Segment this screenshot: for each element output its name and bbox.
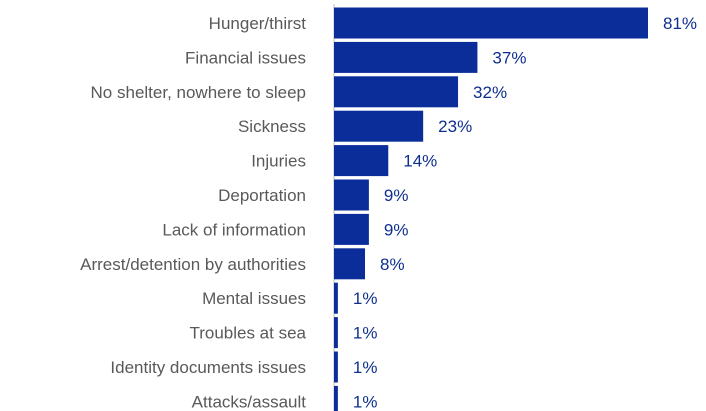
bar	[334, 213, 369, 245]
value-label: 9%	[384, 220, 409, 239]
category-label: Mental issues	[202, 289, 306, 308]
value-label: 14%	[403, 152, 437, 171]
bar	[334, 41, 478, 73]
category-label: Financial issues	[185, 48, 306, 67]
bar	[334, 110, 424, 142]
bar	[334, 317, 338, 349]
bar	[334, 248, 366, 280]
bar-row: Injuries 14%	[251, 145, 437, 177]
category-label: Attacks/assault	[192, 392, 307, 411]
bar	[334, 282, 338, 314]
value-label: 1%	[353, 289, 378, 308]
bar-row: Sickness 23%	[238, 110, 472, 142]
bar-row: Deportation 9%	[218, 179, 409, 211]
bar-row: Financial issues 37%	[185, 41, 526, 73]
value-label: 32%	[473, 83, 507, 102]
bar	[334, 179, 369, 211]
bar-row: Attacks/assault 1%	[192, 385, 378, 411]
value-label: 1%	[353, 392, 378, 411]
bar-row: Hunger/thirst 81%	[209, 7, 697, 39]
chart-rows: Hunger/thirst 81% Financial issues 37% No sh…	[80, 7, 697, 411]
value-label: 23%	[438, 117, 472, 136]
value-label: 1%	[353, 358, 378, 377]
value-label: 1%	[353, 324, 378, 343]
bar-row: No shelter, nowhere to sleep 32%	[91, 76, 507, 108]
category-label: Injuries	[251, 152, 306, 171]
bar-row: Lack of information 9%	[162, 213, 409, 245]
category-label: Lack of information	[162, 220, 306, 239]
bar-row: Identity documents issues 1%	[110, 351, 378, 383]
bar-row: Arrest/detention by authorities 8%	[80, 248, 405, 280]
bar	[334, 351, 338, 383]
category-label: Arrest/detention by authorities	[80, 255, 306, 274]
value-label: 8%	[380, 255, 405, 274]
bar	[334, 145, 389, 177]
value-label: 81%	[663, 14, 697, 33]
category-label: Troubles at sea	[189, 324, 306, 343]
category-label: Identity documents issues	[110, 358, 306, 377]
category-label: Hunger/thirst	[209, 14, 307, 33]
bar-row: Troubles at sea 1%	[189, 317, 378, 349]
category-label: Deportation	[218, 186, 306, 205]
bar	[334, 76, 459, 108]
bar-row: Mental issues 1%	[202, 282, 378, 314]
bar	[334, 385, 338, 411]
value-label: 37%	[492, 48, 526, 67]
category-label: No shelter, nowhere to sleep	[91, 83, 306, 102]
category-label: Sickness	[238, 117, 306, 136]
bar	[334, 7, 648, 39]
value-label: 9%	[384, 186, 409, 205]
